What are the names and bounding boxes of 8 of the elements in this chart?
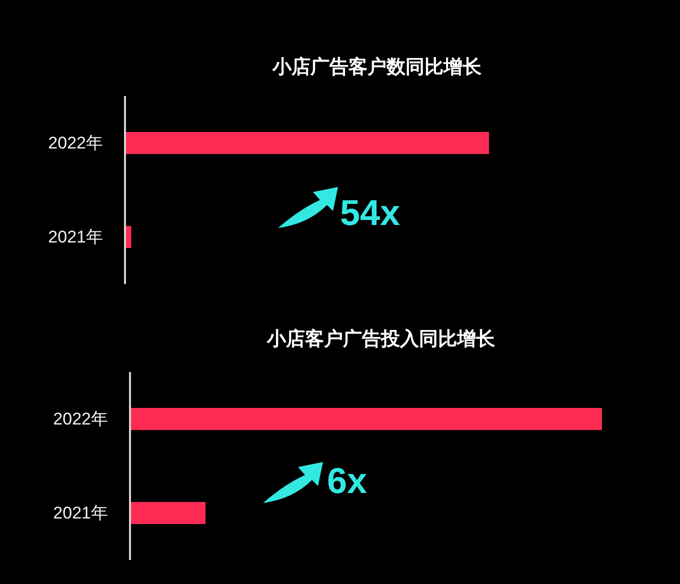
annotation: 54x xyxy=(340,192,400,233)
y-tick-label: 2022年 xyxy=(48,134,103,152)
y-tick-label: 2022年 xyxy=(53,410,108,428)
y-tick-label: 2021年 xyxy=(48,228,103,246)
chart-title: 小店客户广告投入同比增长 xyxy=(266,328,496,350)
annotation: 6x xyxy=(327,460,368,501)
y-tick-label: 2021年 xyxy=(53,504,108,522)
chart-title: 小店广告客户数同比增长 xyxy=(272,56,482,78)
